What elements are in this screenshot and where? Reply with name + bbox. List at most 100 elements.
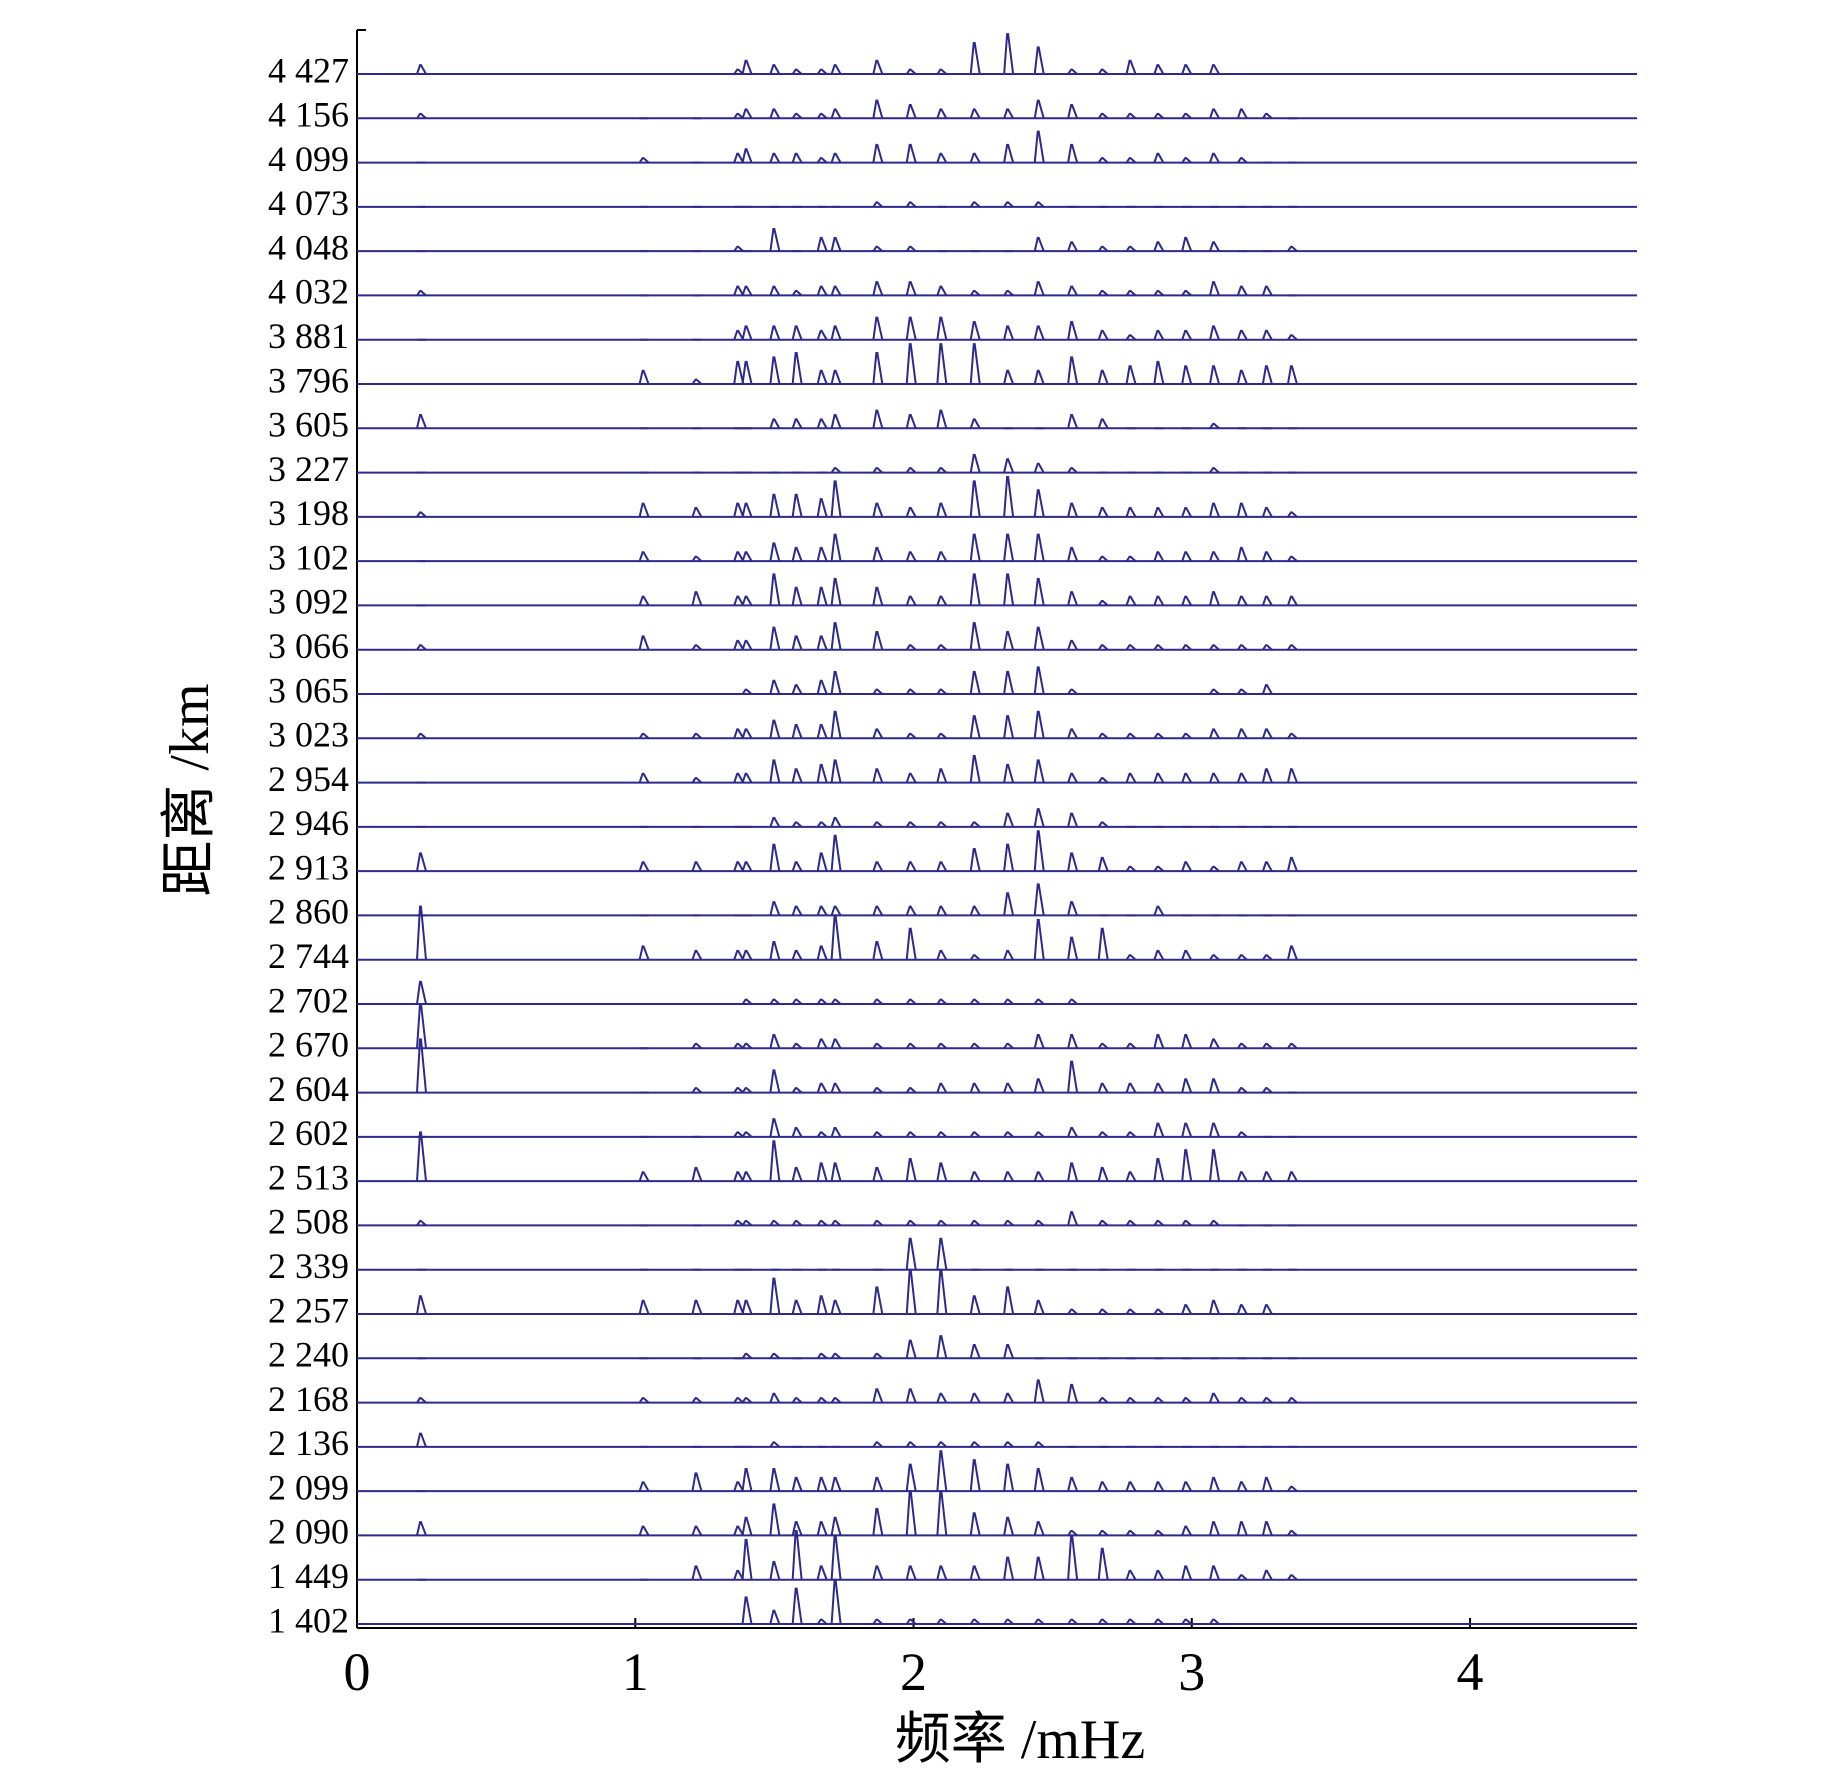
spectral-peak <box>1097 418 1109 429</box>
spectral-peak <box>936 595 948 606</box>
spectral-peak <box>1153 865 1165 872</box>
spectral-peak <box>1033 369 1045 385</box>
spectral-peak <box>936 68 948 75</box>
spectral-peak <box>1097 1082 1109 1094</box>
spectral-peak <box>1209 1299 1220 1315</box>
spectral-peak <box>1237 1397 1248 1404</box>
spectral-peak <box>936 1162 948 1182</box>
spectral-peak <box>1033 99 1045 119</box>
spectral-peak <box>1067 1534 1079 1580</box>
spectral-peak <box>769 1392 781 1404</box>
spectral-peak <box>733 1397 744 1404</box>
spectral-peak <box>733 1299 745 1315</box>
spectral-peak <box>691 507 703 518</box>
spectral-peak <box>830 285 842 296</box>
x-axis-title: 频率 /mHz <box>895 1709 1145 1771</box>
y-axis-title: 距离 /km <box>159 683 221 896</box>
y-tick-label: 2 954 <box>268 759 349 799</box>
spectral-peak <box>1209 865 1220 872</box>
spectral-peak <box>416 1003 427 1049</box>
spectral-peak <box>1067 772 1079 784</box>
spectral-peak <box>830 1476 842 1492</box>
spectral-peak <box>791 152 803 164</box>
x-tick-label: 0 <box>344 1642 371 1702</box>
spectral-peak <box>1033 130 1045 163</box>
spectral-peak <box>905 732 917 740</box>
spectral-peak <box>1209 281 1220 296</box>
spectral-peak <box>1003 1463 1015 1492</box>
spectral-peak <box>791 68 803 75</box>
spectral-peak <box>791 1587 803 1625</box>
spectral-peak <box>936 1450 948 1492</box>
spectral-peak <box>936 1220 948 1227</box>
spectral-peak <box>741 1087 753 1094</box>
spectral-peak <box>1003 1556 1015 1580</box>
spectral-peak <box>769 759 781 783</box>
spectral-peak <box>691 777 703 784</box>
spectral-peak <box>1067 414 1079 429</box>
spectral-peak <box>416 1131 427 1182</box>
spectral-peak <box>905 927 917 960</box>
spectral-peak <box>733 772 745 784</box>
spectral-peak <box>1067 1034 1079 1049</box>
spectral-peak <box>1209 954 1220 961</box>
spectral-peak <box>1153 64 1165 75</box>
spectral-peak <box>816 586 828 606</box>
y-tick-label: 3 227 <box>268 449 349 489</box>
spectral-peak <box>830 1534 842 1580</box>
spectral-peak <box>969 290 981 297</box>
spectral-peak <box>733 1569 745 1581</box>
spectral-peak <box>1181 112 1192 120</box>
spectral-peak <box>769 1069 781 1093</box>
spectral-peak <box>830 1127 842 1138</box>
spectral-peak <box>1287 1042 1298 1050</box>
spectral-peak <box>791 998 803 1005</box>
spectral-peak <box>1236 502 1248 518</box>
spectral-peak <box>1067 1127 1079 1138</box>
spectral-peak <box>1287 1530 1298 1537</box>
spectral-peak <box>741 148 753 163</box>
spectral-peak <box>872 281 884 296</box>
spectral-peak <box>1181 507 1193 518</box>
spectral-peak <box>791 1166 803 1182</box>
spectral-peak <box>1125 1171 1137 1182</box>
spectral-peak <box>936 1565 948 1581</box>
spectral-peak <box>1237 688 1248 695</box>
spectral-peak <box>791 768 803 783</box>
spectral-peak <box>1236 1171 1248 1182</box>
spectral-peak <box>769 941 781 960</box>
spectral-peak <box>936 316 948 340</box>
spectral-peak <box>638 369 650 385</box>
spectral-peak <box>638 1397 650 1404</box>
spectral-peak <box>1003 290 1014 297</box>
spectral-peak <box>816 329 828 341</box>
spectral-peak <box>905 644 917 651</box>
spectral-peak <box>1181 236 1193 252</box>
spectral-peak <box>691 1472 703 1492</box>
spectral-peak <box>691 949 703 961</box>
spectral-peak <box>416 290 427 297</box>
spectral-peak <box>769 108 781 119</box>
spectral-peak <box>1261 728 1273 739</box>
spectral-peak <box>416 1521 427 1536</box>
spectral-peak <box>1125 365 1137 385</box>
spectral-peak <box>741 595 753 606</box>
spectral-peak <box>791 1042 803 1050</box>
spectral-peak <box>1033 489 1045 518</box>
spectral-peak <box>969 1512 981 1536</box>
spectral-peak <box>1209 108 1220 119</box>
spectral-peak <box>1262 954 1273 961</box>
spectral-peak <box>1003 812 1015 828</box>
spectral-peak <box>741 1538 753 1580</box>
spectral-peak <box>969 670 981 695</box>
spectral-peak <box>1125 1220 1137 1227</box>
spectral-peak <box>905 595 917 606</box>
spectral-peak <box>816 998 828 1005</box>
spectral-peak <box>769 719 781 739</box>
spectral-peak <box>769 418 781 429</box>
spectral-peak <box>969 1618 981 1625</box>
spectral-peak <box>1209 64 1220 75</box>
spectral-peak <box>1153 905 1165 916</box>
spectral-peak <box>1067 728 1079 739</box>
spectral-peak <box>416 414 427 429</box>
